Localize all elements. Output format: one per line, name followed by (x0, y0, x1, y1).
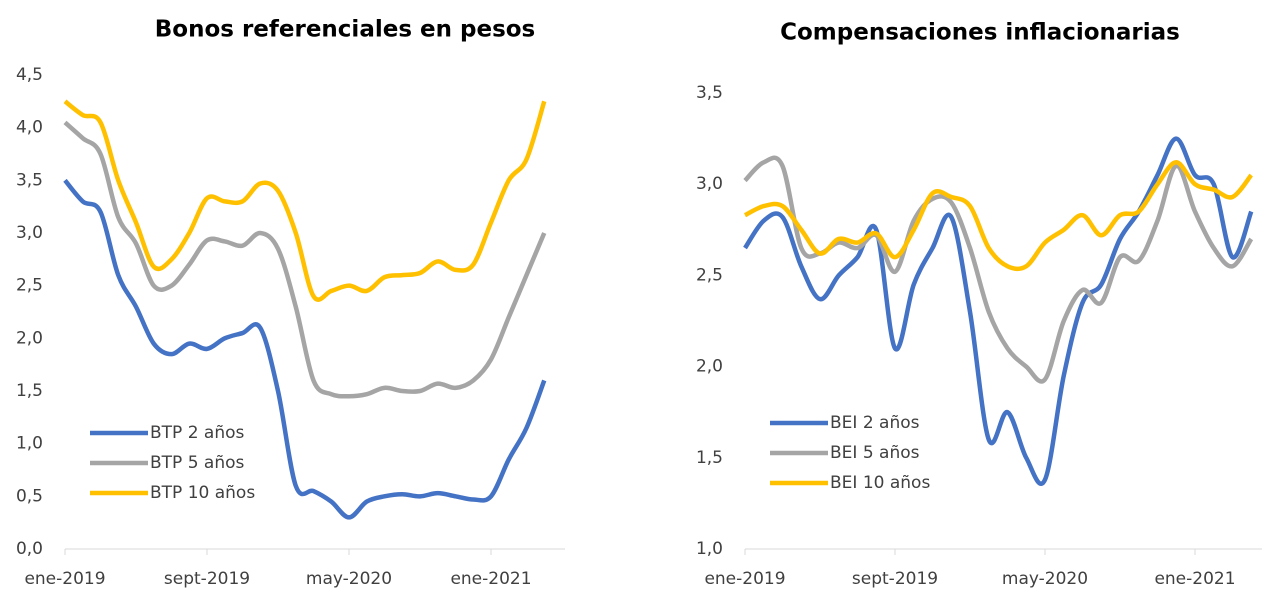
y-tick-label: 2,5 (696, 265, 723, 285)
chart: Compensaciones inflacionarias 1,0 1,5 2,0 2,… (696, 20, 1262, 589)
line-series (743, 160, 1254, 272)
x-tick-label: ene-2019 (704, 569, 785, 589)
y-tick-label: 3,5 (696, 83, 723, 103)
chart-title: Compensaciones inflacionarias (780, 20, 1180, 46)
legend-label: BEI 10 años (830, 473, 930, 493)
line-series (743, 155, 1254, 384)
y-tick-label: 0,5 (16, 486, 43, 506)
legend-label: BEI 2 años (830, 413, 920, 433)
line-series (743, 136, 1254, 486)
y-tick-label: 1,5 (696, 448, 723, 468)
y-tick-label: 2,5 (16, 276, 43, 296)
line-series (63, 178, 547, 520)
chart: Bonos referenciales en pesos 0,0 0,5 1,0 1,5… (16, 17, 565, 589)
y-tick-label: 1,0 (696, 539, 723, 559)
y-tick-label: 3,0 (16, 223, 43, 243)
y-tick-label: 3,5 (16, 170, 43, 190)
y-tick-label: 1,5 (16, 381, 43, 401)
y-tick-label: 1,0 (16, 434, 43, 454)
x-tick-label: may-2020 (306, 569, 392, 589)
y-tick-label: 0,0 (16, 539, 43, 559)
y-tick-label: 2,0 (696, 357, 723, 377)
y-tick-label: 4,5 (16, 65, 43, 85)
legend-label: BEI 5 años (830, 443, 920, 463)
y-tick-label: 2,0 (16, 328, 43, 348)
x-tick-label: ene-2019 (24, 569, 105, 589)
y-tick-label: 3,0 (696, 174, 723, 194)
x-tick-label: ene-2021 (1154, 569, 1235, 589)
legend-label: BTP 10 años (150, 483, 255, 503)
x-tick-label: sept-2019 (852, 569, 938, 589)
line-series (63, 120, 547, 399)
legend-label: BTP 2 años (150, 423, 245, 443)
x-tick-label: ene-2021 (450, 569, 531, 589)
legend-label: BTP 5 años (150, 453, 245, 473)
x-tick-label: sept-2019 (164, 569, 250, 589)
x-tick-label: may-2020 (1002, 569, 1088, 589)
chart-title: Bonos referenciales en pesos (155, 17, 536, 43)
line-series (63, 99, 547, 302)
y-tick-label: 4,0 (16, 118, 43, 138)
